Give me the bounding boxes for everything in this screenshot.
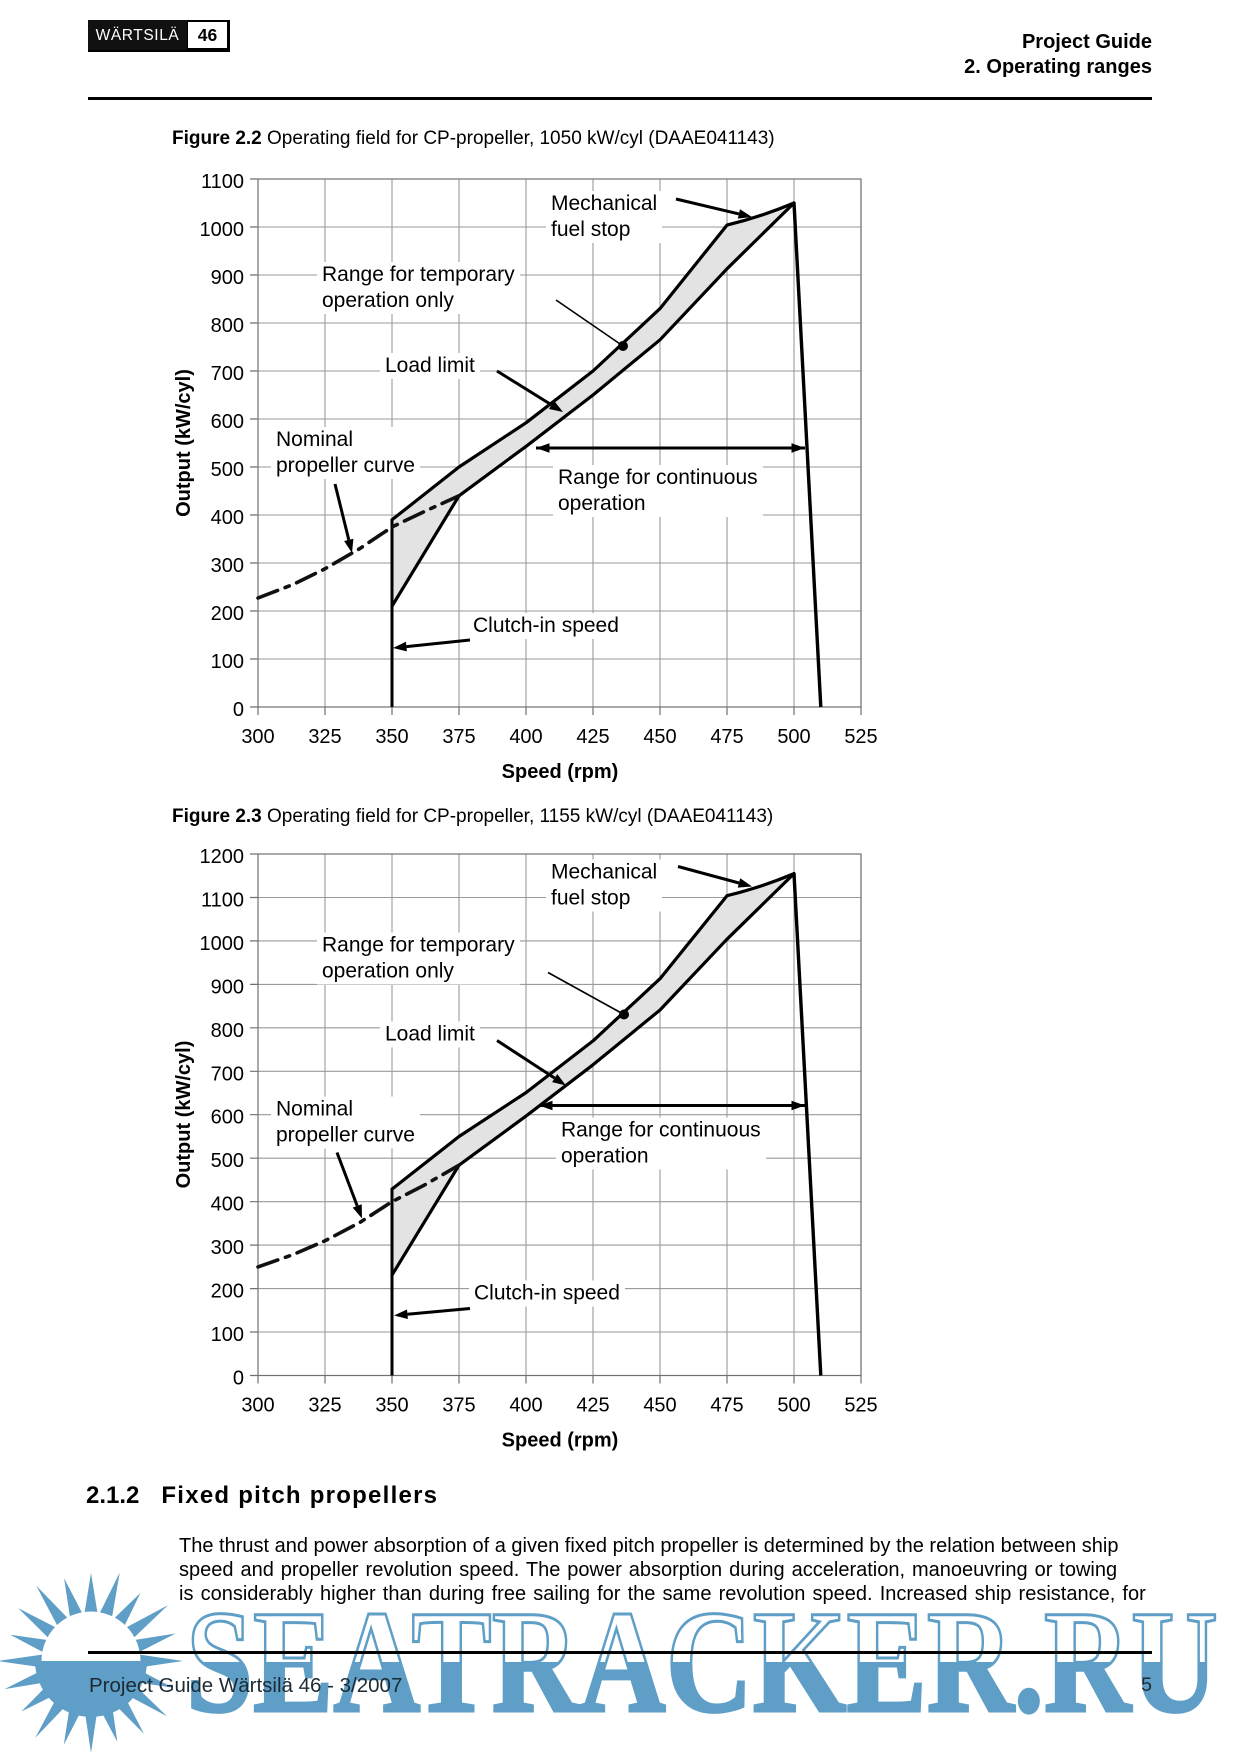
svg-text:300: 300 xyxy=(211,555,244,577)
svg-text:500: 500 xyxy=(211,1150,244,1172)
svg-text:400: 400 xyxy=(509,726,542,748)
svg-text:900: 900 xyxy=(211,976,244,998)
svg-text:0: 0 xyxy=(233,1367,244,1389)
svg-text:300: 300 xyxy=(241,1394,274,1416)
svg-text:425: 425 xyxy=(576,1394,609,1416)
svg-text:Clutch-in speed: Clutch-in speed xyxy=(474,1281,620,1304)
svg-text:Nominal: Nominal xyxy=(276,428,353,451)
svg-text:325: 325 xyxy=(308,1394,341,1416)
svg-text:500: 500 xyxy=(211,459,244,481)
svg-text:300: 300 xyxy=(211,1237,244,1259)
svg-text:1000: 1000 xyxy=(200,219,245,241)
svg-text:400: 400 xyxy=(211,1193,244,1215)
svg-text:200: 200 xyxy=(211,1280,244,1302)
svg-text:1000: 1000 xyxy=(200,932,245,954)
svg-text:Range for continuous: Range for continuous xyxy=(561,1118,761,1141)
svg-text:propeller curve: propeller curve xyxy=(276,1123,415,1146)
svg-text:100: 100 xyxy=(211,651,244,673)
svg-text:700: 700 xyxy=(211,1063,244,1085)
svg-text:Output (kW/cyl): Output (kW/cyl) xyxy=(173,1040,195,1188)
svg-text:operation only: operation only xyxy=(322,289,454,312)
svg-text:700: 700 xyxy=(211,363,244,385)
svg-text:325: 325 xyxy=(308,726,341,748)
svg-text:1100: 1100 xyxy=(201,889,244,911)
svg-text:800: 800 xyxy=(211,315,244,337)
svg-text:Load limit: Load limit xyxy=(385,354,475,377)
svg-text:475: 475 xyxy=(710,1394,743,1416)
svg-text:375: 375 xyxy=(442,1394,475,1416)
svg-text:1100: 1100 xyxy=(201,171,244,193)
svg-text:400: 400 xyxy=(211,507,244,529)
svg-text:Mechanical: Mechanical xyxy=(551,860,657,883)
svg-text:600: 600 xyxy=(211,411,244,433)
svg-text:200: 200 xyxy=(211,603,244,625)
svg-text:operation: operation xyxy=(558,492,646,515)
svg-text:Speed (rpm): Speed (rpm) xyxy=(502,1429,619,1451)
svg-text:300: 300 xyxy=(241,726,274,748)
svg-text:0: 0 xyxy=(233,699,244,721)
svg-text:1200: 1200 xyxy=(200,846,245,868)
svg-text:450: 450 xyxy=(643,726,676,748)
svg-text:fuel stop: fuel stop xyxy=(551,218,630,241)
svg-text:425: 425 xyxy=(576,726,609,748)
svg-text:100: 100 xyxy=(211,1324,244,1346)
svg-text:Speed (rpm): Speed (rpm) xyxy=(502,761,619,783)
svg-text:operation: operation xyxy=(561,1144,649,1167)
svg-text:Range for continuous: Range for continuous xyxy=(558,466,758,489)
svg-text:375: 375 xyxy=(442,726,475,748)
svg-text:400: 400 xyxy=(509,1394,542,1416)
svg-text:Nominal: Nominal xyxy=(276,1097,353,1120)
svg-text:800: 800 xyxy=(211,1019,244,1041)
svg-text:525: 525 xyxy=(844,1394,877,1416)
svg-text:Range for temporary: Range for temporary xyxy=(322,263,515,286)
svg-text:500: 500 xyxy=(777,1394,810,1416)
svg-text:500: 500 xyxy=(777,726,810,748)
svg-text:Load limit: Load limit xyxy=(385,1022,475,1045)
svg-text:Range for temporary: Range for temporary xyxy=(322,933,515,956)
svg-text:900: 900 xyxy=(211,267,244,289)
svg-text:Output (kW/cyl): Output (kW/cyl) xyxy=(173,369,195,517)
svg-text:350: 350 xyxy=(375,726,408,748)
svg-text:600: 600 xyxy=(211,1106,244,1128)
svg-text:475: 475 xyxy=(710,726,743,748)
svg-text:525: 525 xyxy=(844,726,877,748)
svg-text:Clutch-in speed: Clutch-in speed xyxy=(473,614,619,637)
svg-text:propeller curve: propeller curve xyxy=(276,454,415,477)
svg-text:fuel stop: fuel stop xyxy=(551,886,630,909)
svg-text:Mechanical: Mechanical xyxy=(551,192,657,215)
svg-text:350: 350 xyxy=(375,1394,408,1416)
svg-text:operation only: operation only xyxy=(322,959,454,982)
svg-text:450: 450 xyxy=(643,1394,676,1416)
